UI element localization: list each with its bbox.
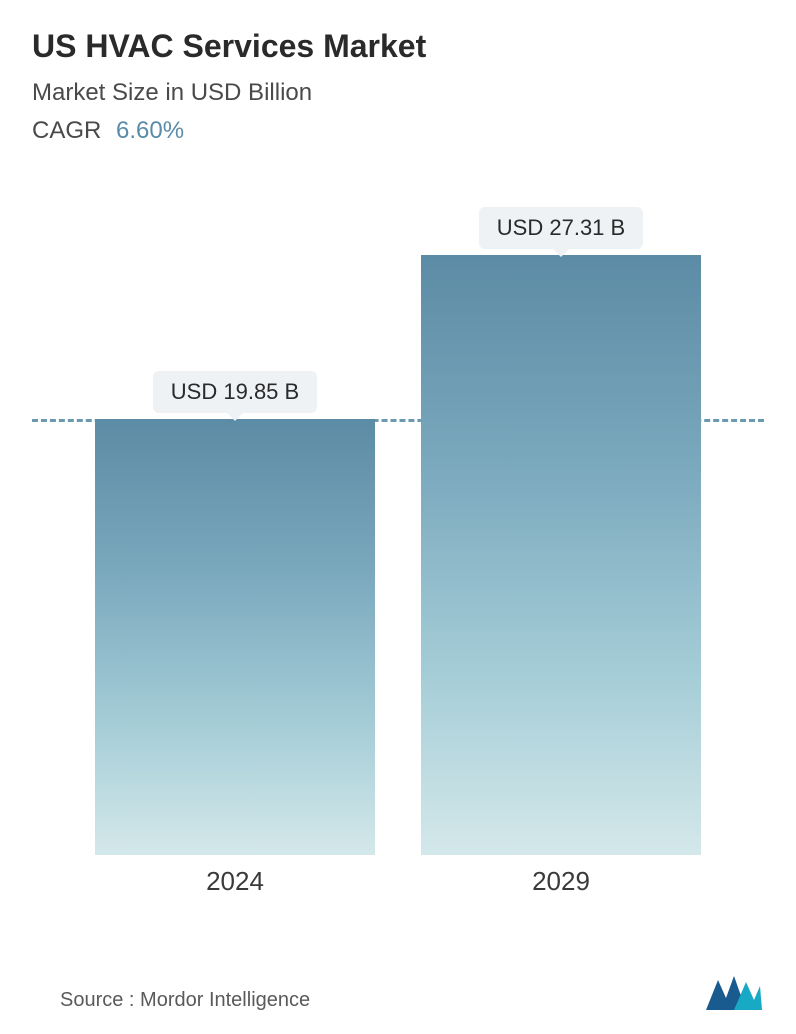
mordor-logo-icon [704,972,764,1012]
cagr-label: CAGR [32,117,101,144]
cagr-row: CAGR 6.60% [32,117,764,145]
bar-badge-2029: USD 27.31 B [479,207,643,249]
x-label-2024: 2024 [95,866,375,897]
chart-title: US HVAC Services Market [32,28,764,65]
bars-container: USD 19.85 B 2024 USD 27.31 B 2029 [32,205,764,855]
bar-group-2024: USD 19.85 B 2024 [95,371,375,855]
source-text: Source : Mordor Intelligence [60,989,310,1012]
cagr-value: 6.60% [116,117,184,144]
x-label-2029: 2029 [421,866,701,897]
bar-group-2029: USD 27.31 B 2029 [421,207,701,855]
chart-subtitle: Market Size in USD Billion [32,79,764,107]
bar-2024 [95,419,375,855]
chart-footer: Source : Mordor Intelligence [60,972,764,1012]
bar-2029 [421,255,701,855]
bar-badge-2024: USD 19.85 B [153,371,317,413]
chart-area: USD 19.85 B 2024 USD 27.31 B 2029 [32,205,764,905]
